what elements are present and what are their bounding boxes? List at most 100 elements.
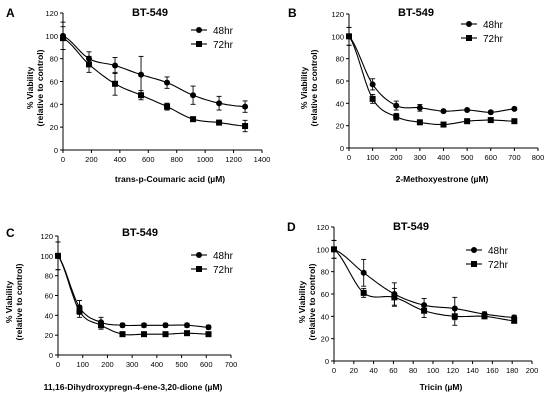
y-axis-label2-b: (relative to control)	[309, 49, 319, 126]
legend-label-d-72hr: 72hr	[488, 260, 509, 271]
data-point-b-48hr	[416, 104, 423, 111]
y-tick-label-a: 0	[54, 146, 58, 155]
x-tick-label-a: 600	[142, 155, 155, 164]
y-tick-label-c: 60	[45, 292, 53, 301]
data-point-a-48hr	[190, 92, 197, 99]
legend-label-c-72hr: 72hr	[213, 265, 234, 276]
y-tick-label-b: 60	[336, 77, 344, 86]
legend-label-a-72hr: 72hr	[213, 40, 234, 51]
y-tick-label-d: 0	[325, 357, 329, 366]
y-tick-label-a: 20	[50, 123, 58, 132]
x-tick-label-c: 0	[56, 360, 60, 369]
data-point-b-48hr	[487, 109, 494, 116]
x-axis-label-a: trans-p-Coumaric acid (µM)	[115, 174, 225, 184]
x-tick-label-d: 0	[332, 366, 336, 375]
y-axis-label-a: % Viability	[25, 67, 35, 110]
data-point-a-48hr	[216, 100, 223, 107]
y-tick-label-c: 100	[40, 252, 53, 261]
data-point-b-72hr	[393, 113, 400, 120]
legend-marker-b-72hr	[466, 35, 472, 41]
legend-marker-d-72hr	[471, 261, 477, 267]
plot-c: 0 20 40 60 80 100 120 0 100 200 300 400 500 600 700 48h…	[40, 232, 237, 369]
data-point-c-48hr	[162, 322, 169, 329]
x-tick-label-d: 100	[427, 366, 440, 375]
data-point-a-72hr	[60, 35, 66, 42]
data-point-a-48hr	[164, 79, 171, 86]
x-tick-label-b: 700	[508, 153, 521, 162]
data-point-b-72hr	[511, 118, 518, 125]
panel-a: A BT-549 % Viability (relative to contro…	[6, 6, 270, 184]
panel-title-d: BT-549	[393, 221, 429, 233]
x-tick-label-a: 400	[114, 155, 127, 164]
data-point-c-48hr	[141, 322, 148, 329]
data-point-d-72hr	[421, 307, 428, 314]
panel-letter-a: A	[6, 6, 15, 20]
y-tick-label-c: 120	[40, 232, 53, 241]
x-tick-label-d: 140	[466, 366, 479, 375]
y-tick-label-c: 0	[49, 351, 53, 360]
panel-d: D BT-549 % Viability (relative to contro…	[287, 220, 538, 392]
panel-letter-d: D	[287, 220, 296, 234]
x-tick-label-c: 500	[175, 360, 188, 369]
data-point-b-48hr	[440, 108, 447, 115]
x-tick-label-b: 300	[414, 153, 427, 162]
data-point-c-48hr	[205, 324, 212, 331]
x-tick-label-d: 180	[506, 366, 519, 375]
data-point-a-72hr	[242, 123, 249, 130]
x-tick-label-d: 80	[409, 366, 417, 375]
legend-label-b-72hr: 72hr	[483, 34, 504, 45]
legend-marker-b-48hr	[466, 21, 472, 27]
legend-marker-a-72hr	[196, 41, 202, 47]
fit-curve-b-72hr	[348, 36, 515, 126]
x-tick-label-d: 20	[350, 366, 358, 375]
legend-marker-c-48hr	[196, 252, 202, 258]
x-tick-label-b: 200	[390, 153, 403, 162]
data-point-b-72hr	[416, 119, 423, 126]
legend-label-c-48hr: 48hr	[213, 251, 234, 262]
data-point-d-72hr	[511, 317, 518, 324]
x-axis-label-c: 11,16-Dihydroxypregn-4-ene-3,20-dione (µ…	[44, 382, 223, 392]
x-tick-label-a: 200	[85, 155, 98, 164]
data-point-c-72hr	[119, 331, 126, 338]
y-tick-label-d: 20	[321, 335, 329, 344]
y-tick-label-b: 80	[336, 55, 344, 64]
x-tick-label-d: 160	[486, 366, 499, 375]
data-point-c-72hr	[205, 331, 212, 338]
x-tick-label-b: 800	[532, 153, 545, 162]
x-tick-label-d: 60	[389, 366, 397, 375]
y-tick-label-b: 40	[336, 99, 344, 108]
data-point-c-72hr	[184, 330, 191, 337]
y-tick-label-c: 80	[45, 272, 53, 281]
x-axis-label-d: Tricin (µM)	[420, 382, 463, 392]
data-point-a-48hr	[112, 62, 119, 69]
y-tick-label-d: 40	[321, 312, 329, 321]
data-point-d-72hr	[360, 289, 367, 296]
data-point-a-72hr	[112, 80, 119, 87]
data-point-c-72hr	[55, 252, 61, 259]
legend-label-d-48hr: 48hr	[488, 246, 509, 257]
y-tick-label-c: 40	[45, 311, 53, 320]
x-tick-label-a: 1200	[225, 155, 242, 164]
x-tick-label-c: 700	[225, 360, 238, 369]
y-tick-label-d: 80	[321, 268, 329, 277]
x-tick-label-c: 100	[76, 360, 89, 369]
data-point-d-72hr	[391, 294, 398, 301]
y-tick-label-a: 60	[50, 78, 58, 87]
fit-curve-c-48hr	[57, 255, 209, 328]
data-point-c-72hr	[98, 322, 105, 329]
legend-marker-c-72hr	[196, 266, 202, 272]
y-axis-label-b: % Viability	[299, 67, 309, 110]
data-point-b-72hr	[440, 121, 447, 128]
y-tick-label-b: 120	[331, 10, 344, 19]
panel-letter-b: B	[288, 6, 297, 20]
x-tick-label-b: 600	[484, 153, 497, 162]
x-tick-label-c: 200	[101, 360, 114, 369]
data-point-d-48hr	[360, 269, 367, 276]
x-tick-label-d: 120	[447, 366, 460, 375]
y-axis-label2-c: (relative to control)	[14, 263, 24, 340]
legend-marker-a-48hr	[196, 27, 202, 33]
y-tick-label-a: 80	[50, 55, 58, 64]
legend-label-a-48hr: 48hr	[213, 26, 234, 37]
